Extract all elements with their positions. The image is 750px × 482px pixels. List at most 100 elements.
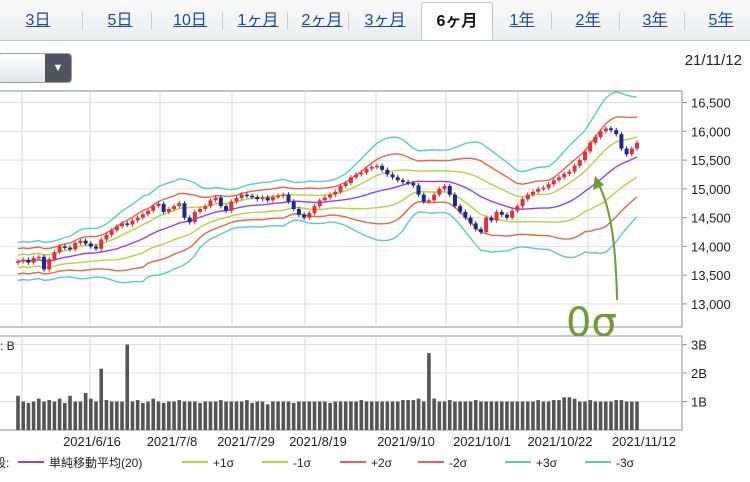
candle (624, 148, 629, 155)
volume-bar (505, 401, 509, 430)
band-plus-3sigma (17, 91, 638, 244)
candle (614, 130, 619, 135)
volume-bar (437, 401, 442, 430)
tab-9[interactable]: 3年 (642, 12, 668, 29)
tab-1[interactable]: 5日 (107, 12, 133, 29)
candle (73, 242, 78, 250)
volume-bar (614, 400, 618, 430)
candle (608, 128, 613, 131)
volume-bar (229, 401, 234, 430)
candle (250, 195, 255, 198)
tab-5[interactable]: 3ヶ月 (364, 12, 406, 29)
candle (52, 252, 57, 260)
volume-bar (63, 402, 67, 430)
tab-7[interactable]: 1年 (509, 12, 535, 29)
volume-bar (375, 401, 379, 430)
candle (468, 217, 473, 224)
candle (114, 226, 119, 231)
volume-bar (125, 344, 130, 430)
candle (213, 197, 218, 201)
legend-label: +3σ (536, 456, 558, 470)
candle (354, 174, 359, 178)
candle (172, 206, 177, 209)
candle (317, 200, 322, 207)
volume-bar (291, 402, 296, 430)
candle (260, 197, 265, 200)
candle (473, 223, 478, 230)
candle (520, 199, 525, 207)
candle (62, 246, 67, 248)
candle (130, 220, 135, 225)
volume-bar (499, 401, 504, 430)
moving-average-line (17, 156, 638, 263)
candle (57, 246, 62, 253)
volume-bar (42, 401, 46, 430)
candle (499, 211, 504, 215)
candle (338, 185, 343, 192)
candle (369, 166, 374, 169)
candle (208, 200, 213, 207)
candle (635, 142, 639, 149)
candle (26, 259, 31, 263)
candle (302, 214, 307, 218)
candle (447, 185, 452, 195)
tab-4[interactable]: 2ヶ月 (301, 12, 343, 29)
volume-bar (312, 401, 317, 430)
volume-bar (380, 401, 384, 430)
volume-bar (203, 401, 208, 430)
tab-8[interactable]: 2年 (575, 12, 601, 29)
candle (567, 171, 572, 174)
volume-bar (421, 401, 426, 430)
candle (166, 209, 171, 212)
volume-bar (146, 401, 150, 430)
candle (406, 181, 411, 184)
candle (536, 188, 541, 192)
candle (135, 217, 140, 221)
candle (374, 165, 379, 168)
volume-bar (541, 401, 546, 430)
tab-10[interactable]: 5年 (708, 12, 734, 29)
volume-bar (484, 401, 488, 430)
volume-tick-label: 1B (691, 395, 707, 410)
volume-bar (115, 401, 119, 430)
candle (380, 165, 385, 170)
x-tick-label: 2021/6/16 (63, 434, 121, 449)
volume-bar (265, 404, 270, 430)
volume-bar (624, 401, 629, 430)
volume-bar (317, 401, 322, 430)
volume-bar (546, 401, 551, 430)
tab-3[interactable]: 1ヶ月 (237, 12, 279, 29)
candle (504, 214, 509, 218)
tab-0[interactable]: 3日 (25, 12, 51, 29)
volume-bar (551, 400, 556, 430)
volume-bar (213, 401, 218, 430)
y-tick-label: 13,000 (691, 297, 731, 312)
legend-label: +2σ (371, 456, 393, 470)
indicator-dropdown[interactable]: ▼ (0, 53, 72, 83)
annotation-arrow (597, 182, 618, 301)
candle (629, 148, 634, 155)
x-tick-label: 2021/10/1 (453, 434, 511, 449)
candle (187, 217, 192, 223)
triangle-down-icon[interactable]: ▼ (45, 54, 71, 82)
volume-bar (21, 401, 26, 430)
candle (276, 195, 281, 198)
candle (442, 185, 447, 189)
volume-bar (78, 401, 83, 430)
tab-2[interactable]: 10日 (173, 12, 207, 29)
volume-bar (473, 400, 478, 430)
candle (510, 210, 515, 218)
candle (239, 194, 244, 199)
candle (161, 203, 166, 212)
volume-bar (390, 401, 395, 430)
volume-bar (172, 401, 176, 430)
candle (156, 203, 161, 207)
volume-bar (135, 400, 140, 430)
tab-6[interactable]: 6ヶ月 (421, 2, 493, 40)
volume-bar (395, 401, 400, 430)
candle (463, 211, 468, 218)
candle (281, 194, 286, 197)
candle (224, 206, 229, 211)
volume-bar (479, 401, 483, 430)
